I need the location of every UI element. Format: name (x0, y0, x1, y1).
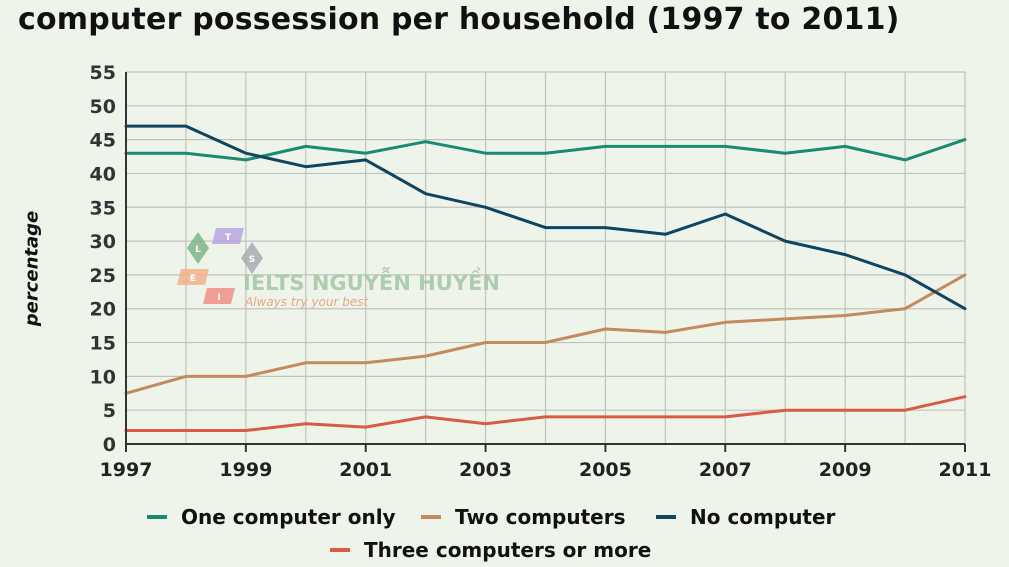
legend-swatch (421, 515, 441, 519)
y-tick-label: 20 (90, 299, 116, 321)
y-tick-label: 10 (90, 366, 116, 388)
legend-label: Three computers or more (364, 538, 652, 562)
legend-label: No computer (690, 505, 836, 529)
watermark-logo-piece (187, 232, 209, 264)
series-line (124, 124, 967, 311)
x-tick-label: 2009 (819, 459, 872, 481)
series-line (124, 138, 967, 162)
watermark-logo-letter: L (195, 245, 201, 255)
watermark-logo-piece (177, 269, 209, 285)
axes (125, 72, 966, 452)
y-tick-labels: 0 5 10 15 20 25 30 35 40 45 50 55 (90, 62, 116, 456)
y-tick-label: 15 (90, 333, 116, 355)
grid-lines (126, 71, 966, 444)
y-tick-label: 40 (90, 163, 116, 185)
series-lines (124, 124, 967, 432)
x-tick-label: 2011 (939, 459, 992, 481)
series-line (124, 273, 967, 395)
y-tick-label: 25 (90, 265, 116, 287)
y-tick-label: 55 (90, 62, 116, 84)
series-line (124, 395, 967, 432)
x-tick-label: 1999 (219, 459, 272, 481)
chart-title: computer possession per household (1997 … (18, 2, 900, 37)
y-tick-label: 0 (103, 434, 116, 456)
legend-label: Two computers (455, 505, 626, 529)
watermark-logo-letter: S (249, 255, 255, 265)
legend-label: One computer only (181, 505, 396, 529)
x-tick-label: 2003 (459, 459, 512, 481)
legend-swatch (656, 515, 676, 519)
legend-swatch (330, 548, 350, 552)
legend-item-two-computers: Two computers (421, 505, 626, 529)
watermark-logo-letter: E (190, 274, 196, 284)
legend-swatch (147, 515, 167, 519)
y-tick-label: 50 (90, 96, 116, 118)
watermark-logo-piece (241, 242, 263, 274)
x-tick-labels: 1997 1999 2001 2003 2005 2007 2009 2011 (100, 459, 992, 481)
watermark-logo-letter: T (225, 233, 232, 243)
watermark-brand: IELTS NGUYỄN HUYỀN (243, 267, 500, 295)
x-tick-label: 2007 (699, 459, 752, 481)
x-tick-label: 2005 (579, 459, 632, 481)
watermark-slogan: Always try your best (244, 295, 369, 309)
x-tick-label: 2001 (339, 459, 392, 481)
y-tick-label: 45 (90, 130, 116, 152)
y-tick-label: 35 (90, 197, 116, 219)
watermark-logo-piece (212, 228, 244, 244)
watermark-logo-piece (203, 288, 235, 304)
legend-item-one-computer-only: One computer only (147, 505, 396, 529)
legend-item-three-computers-or-more: Three computers or more (330, 538, 651, 562)
legend-item-no-computer: No computer (656, 505, 835, 529)
y-tick-label: 30 (90, 231, 116, 253)
x-tick-label: 1997 (100, 459, 153, 481)
y-tick-label: 5 (103, 400, 116, 422)
watermark-logo-letter: I (217, 293, 220, 303)
